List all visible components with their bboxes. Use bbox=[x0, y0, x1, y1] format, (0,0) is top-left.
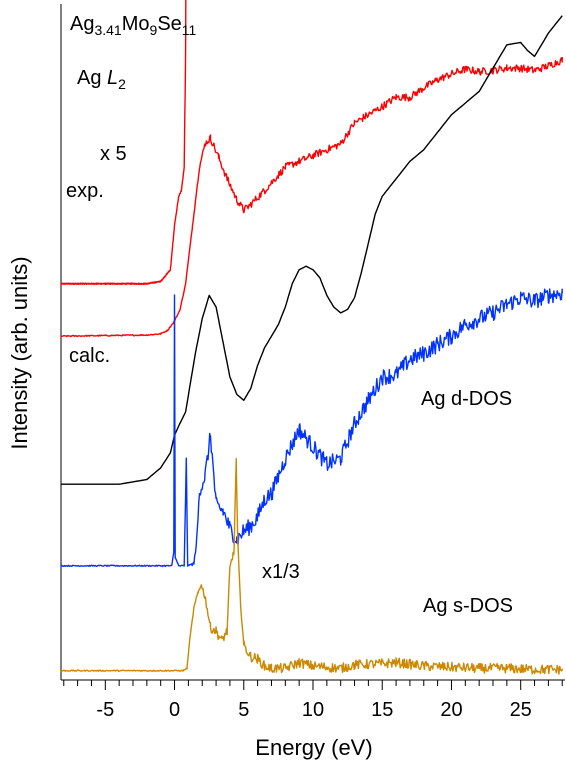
x-tick-label: 15 bbox=[371, 699, 393, 721]
s-dos-label: Ag s-DOS bbox=[423, 595, 513, 617]
series-calc bbox=[61, 15, 563, 485]
plot-frame bbox=[60, 4, 565, 681]
x-axis-label: Energy (eV) bbox=[255, 735, 372, 760]
x-tick-label: 10 bbox=[302, 699, 324, 721]
x-axis-ticks bbox=[63, 680, 563, 690]
x-tick-label: 5 bbox=[238, 699, 249, 721]
series-layer bbox=[60, 0, 563, 675]
series-exp_x5 bbox=[60, 0, 187, 285]
x-tick-label: 0 bbox=[169, 699, 180, 721]
series-exp bbox=[60, 57, 563, 338]
edge-label: Ag L2 bbox=[77, 67, 126, 92]
x-tick-label: 20 bbox=[440, 699, 462, 721]
series-s_dos bbox=[60, 457, 563, 675]
x-axis-tick-labels: -5 0 5 10 15 20 25 bbox=[96, 699, 531, 721]
x5-label: x 5 bbox=[100, 143, 127, 165]
compound-label: Ag3.41Mo9Se11 bbox=[70, 13, 197, 38]
x13-label: x1/3 bbox=[262, 561, 300, 583]
y-axis-label: Intensity (arb. units) bbox=[7, 256, 32, 449]
calc-label: calc. bbox=[69, 345, 110, 367]
d-dos-label: Ag d-DOS bbox=[421, 388, 512, 410]
series-d_dos bbox=[60, 288, 563, 568]
x-tick-label: 25 bbox=[510, 699, 532, 721]
exp-label: exp. bbox=[66, 180, 104, 202]
x-tick-label: -5 bbox=[96, 699, 114, 721]
